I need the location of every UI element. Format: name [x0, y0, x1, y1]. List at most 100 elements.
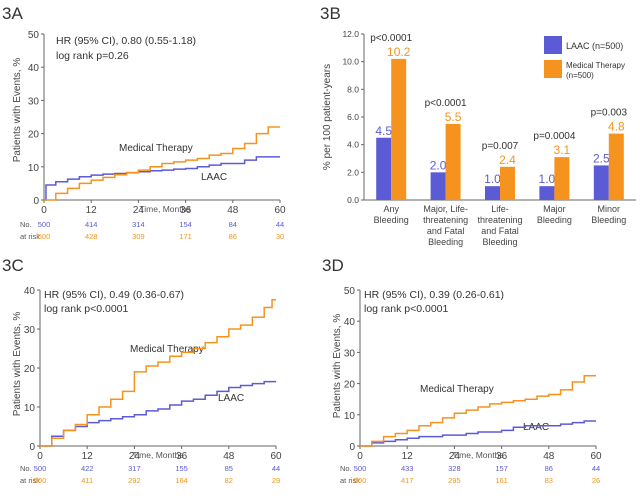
x-tick-label: 0 [37, 451, 43, 462]
km-curve-laac [360, 420, 596, 447]
panel-3c: 3C Patients with Events, % HR (95% CI), … [0, 250, 320, 498]
at-risk-laac-value: 317 [128, 464, 141, 473]
bar-laac-value-label: 2.0 [430, 158, 447, 172]
p-value-label: p=0.0004 [533, 131, 575, 142]
at-risk-medical-value: 295 [448, 476, 461, 485]
series-label-laac: LAAC [523, 422, 549, 433]
km-curve-medical-therapy [40, 299, 276, 447]
at-risk-label-no: No. [20, 464, 32, 473]
x-tick-label: 48 [543, 451, 555, 462]
at-risk-laac-value: 154 [179, 220, 192, 229]
x-tick-label: 12 [82, 451, 94, 462]
km-curve-laac [40, 380, 276, 447]
at-risk-medical-value: 82 [225, 476, 233, 485]
km-curve-medical-therapy [360, 375, 596, 447]
at-risk-laac-value: 85 [225, 464, 233, 473]
y-tick-label: 0.0 [347, 195, 359, 205]
panel-label: 3C [2, 256, 24, 275]
at-risk-medical-value: 411 [81, 476, 93, 485]
at-risk-laac-value: 500 [38, 220, 51, 229]
category-label: Life- [491, 204, 509, 214]
p-value-label: p<0.0001 [425, 98, 467, 109]
bar-laac-value-label: 1.0 [484, 172, 501, 186]
y-tick-label: 40 [28, 63, 40, 74]
at-risk-laac-value: 500 [354, 464, 367, 473]
bar-laac-value-label: 2.5 [593, 151, 610, 165]
at-risk-medical-value: 309 [132, 232, 145, 241]
at-risk-medical-value: 29 [272, 476, 280, 485]
at-risk-laac-value: 44 [592, 464, 600, 473]
at-risk-medical-value: 83 [545, 476, 553, 485]
y-tick-label: 6.0 [347, 112, 359, 122]
category-label: and Fatal [427, 226, 465, 236]
at-risk-laac-value: 44 [276, 220, 284, 229]
y-tick-label: 10 [28, 163, 40, 174]
y-axis-label: % per 100 patient-years [322, 64, 333, 170]
km-plot-3c: Patients with Events, % HR (95% CI), 0.4… [12, 286, 282, 485]
at-risk-laac-value: 422 [81, 464, 94, 473]
y-tick-label: 4.0 [347, 140, 359, 150]
y-tick-label: 50 [28, 30, 40, 41]
km-plot-3d: Patients with Events, % HR (95% CI), 0.3… [332, 286, 602, 485]
p-value-label: p<0.0001 [370, 33, 412, 44]
x-tick-label: 12 [86, 205, 98, 216]
at-risk-medical-value: 500 [38, 232, 51, 241]
x-tick-label: 60 [590, 451, 602, 462]
x-axis-label: Time, Months [452, 450, 503, 460]
y-axis-label: Patients with Events, % [12, 312, 23, 417]
at-risk-medical-value: 171 [179, 232, 192, 241]
y-tick-label: 40 [24, 286, 36, 297]
x-axis-label: Time, Months [132, 450, 183, 460]
y-tick-label: 30 [344, 348, 356, 359]
category-label: Major, Life- [423, 204, 468, 214]
y-tick-label: 8.0 [347, 84, 359, 94]
at-risk-medical-value: 428 [85, 232, 98, 241]
category-label: Any [383, 204, 399, 214]
category-label: threatening [423, 215, 468, 225]
bar-laac [539, 186, 555, 200]
at-risk-medical-value: 26 [592, 476, 600, 485]
bar-medical-therapy-value-label: 5.5 [445, 110, 462, 124]
bar-laac [593, 165, 609, 200]
y-axis-label: Patients with Events, % [332, 314, 343, 419]
at-risk-medical-value: 500 [34, 476, 47, 485]
at-risk-laac-value: 314 [132, 220, 145, 229]
bar-medical-therapy [554, 157, 570, 200]
y-tick-label: 10 [344, 411, 356, 422]
bar-laac [485, 186, 500, 200]
bar-medical-therapy [445, 123, 461, 200]
at-risk-laac-value: 328 [448, 464, 461, 473]
panel-label: 3B [320, 4, 341, 23]
bar-medical-therapy-value-label: 4.8 [608, 120, 625, 134]
km-curve-medical-therapy [44, 126, 280, 201]
logrank-text: log rank p=0.26 [56, 50, 129, 62]
x-tick-label: 12 [402, 451, 414, 462]
y-tick-label: 0 [33, 196, 39, 207]
at-risk-laac-value: 500 [34, 464, 47, 473]
x-tick-label: 60 [274, 205, 286, 216]
hr-text: HR (95% CI), 0.80 (0.55-1.18) [56, 35, 196, 47]
y-tick-label: 20 [24, 364, 36, 375]
bar-medical-therapy-value-label: 2.4 [499, 153, 516, 167]
y-axis-label: Patients with Events, % [12, 58, 23, 163]
panel-3d: 3D Patients with Events, % HR (95% CI), … [320, 250, 640, 498]
at-risk-laac-value: 44 [272, 464, 280, 473]
y-tick-label: 2.0 [347, 167, 359, 177]
at-risk-medical-value: 417 [401, 476, 414, 485]
x-tick-label: 48 [227, 205, 239, 216]
legend-swatch-laac [544, 36, 562, 54]
at-risk-medical-value: 30 [276, 232, 284, 241]
x-tick-label: 24 [133, 205, 145, 216]
y-tick-label: 20 [344, 380, 356, 391]
bar-laac-value-label: 4.5 [375, 124, 392, 138]
logrank-text: log rank p<0.0001 [364, 303, 449, 315]
km-plot-3a: Patients with Events, % HR (95% CI), 0.8… [12, 30, 286, 241]
at-risk-label-at-risk: at risk [340, 476, 360, 485]
x-tick-label: 36 [176, 451, 188, 462]
hr-text: HR (95% CI), 0.39 (0.26-0.61) [364, 289, 504, 301]
bar-medical-therapy [391, 58, 407, 201]
at-risk-laac-value: 84 [229, 220, 237, 229]
x-tick-label: 0 [41, 205, 47, 216]
legend-text-laac: LAAC (n=500) [566, 41, 623, 51]
bar-medical-therapy-value-label: 3.1 [554, 143, 571, 157]
